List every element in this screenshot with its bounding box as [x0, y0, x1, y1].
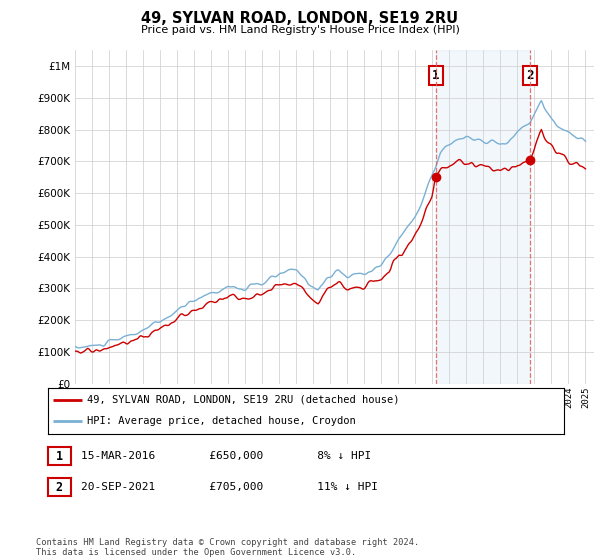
Text: 1: 1	[432, 69, 439, 82]
Text: 15-MAR-2016        £650,000        8% ↓ HPI: 15-MAR-2016 £650,000 8% ↓ HPI	[81, 451, 371, 461]
Bar	[436, 50, 530, 384]
Text: 2: 2	[56, 480, 63, 494]
Text: Contains HM Land Registry data © Crown copyright and database right 2024.
This d: Contains HM Land Registry data © Crown c…	[36, 538, 419, 557]
Text: 1: 1	[56, 450, 63, 463]
Text: 49, SYLVAN ROAD, LONDON, SE19 2RU: 49, SYLVAN ROAD, LONDON, SE19 2RU	[142, 11, 458, 26]
Text: 2: 2	[526, 69, 534, 82]
Text: HPI: Average price, detached house, Croydon: HPI: Average price, detached house, Croy…	[86, 416, 355, 426]
Text: 20-SEP-2021        £705,000        11% ↓ HPI: 20-SEP-2021 £705,000 11% ↓ HPI	[81, 482, 378, 492]
Text: Price paid vs. HM Land Registry's House Price Index (HPI): Price paid vs. HM Land Registry's House …	[140, 25, 460, 35]
Text: 49, SYLVAN ROAD, LONDON, SE19 2RU (detached house): 49, SYLVAN ROAD, LONDON, SE19 2RU (detac…	[86, 395, 399, 404]
